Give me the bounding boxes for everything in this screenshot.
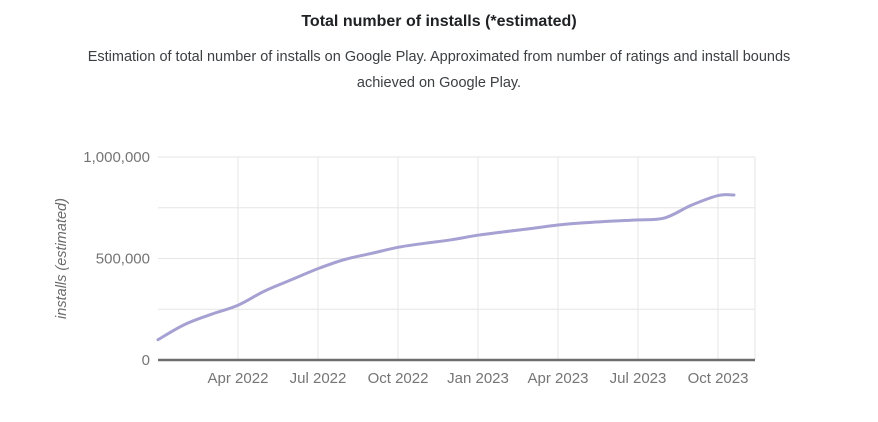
y-axis-tick-label: 0 [142,352,150,369]
x-axis-tick-label: Apr 2023 [528,370,589,387]
chart-subtitle: Estimation of total number of installs o… [39,44,839,96]
chart-subtitle-line2: achieved on Google Play. [356,75,522,91]
x-axis-tick-label: Jul 2022 [290,370,347,387]
y-axis-title: installs (estimated) [54,198,70,319]
y-axis-tick-label: 1,000,000 [83,149,150,166]
x-axis-tick-label: Oct 2023 [688,370,749,387]
x-axis-tick-label: Jan 2023 [447,370,509,387]
chart-title: Total number of installs (*estimated) [301,13,577,30]
x-axis-tick-label: Oct 2022 [368,370,429,387]
chart-subtitle-line1: Estimation of total number of installs o… [87,49,791,65]
y-axis-tick-label: 500,000 [96,251,150,268]
installs-trend-line [156,193,736,342]
x-axis-tick-label: Jul 2023 [610,370,667,387]
x-axis-tick-label: Apr 2022 [208,370,269,387]
